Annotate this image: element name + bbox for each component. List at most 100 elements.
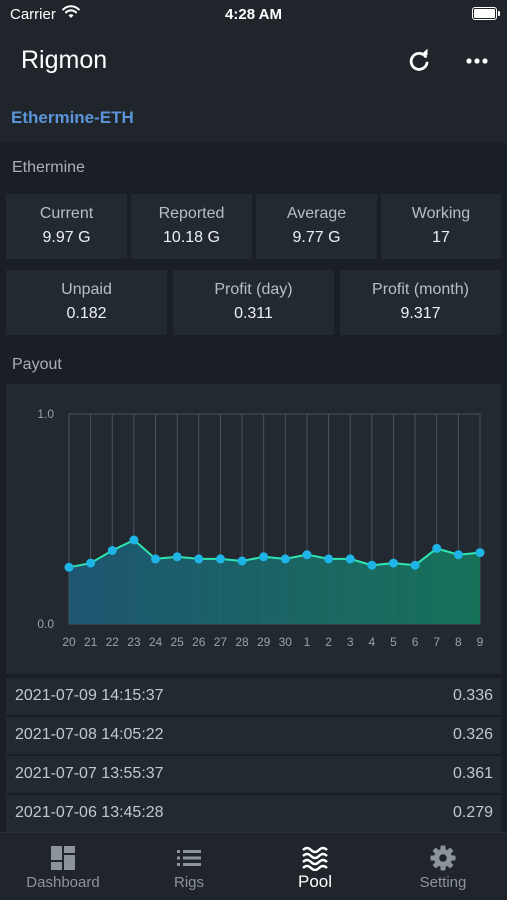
stat-card-average: Average 9.77 G [256,194,377,259]
more-button[interactable] [462,46,492,76]
x-tick-label: 4 [368,635,375,649]
tab-bar: Dashboard Rigs Pool [0,832,507,900]
x-tick-label: 7 [433,635,440,649]
tab-pool[interactable]: Pool [252,833,378,900]
tab-label: Pool [297,872,333,891]
chart-point [475,548,485,558]
stat-label: Reported [158,205,225,222]
x-tick-label: 2 [325,635,332,649]
x-tick-label: 24 [149,635,163,649]
payout-row[interactable]: 2021-07-08 14:05:22 0.326 [6,717,501,754]
chart-point [86,558,96,568]
x-tick-label: 9 [477,635,484,649]
stat-value: 0.311 [234,305,273,322]
stat-card-profit-day: Profit (day) 0.311 [173,270,334,335]
stat-card-reported: Reported 10.18 G [131,194,252,259]
chart-area [69,540,480,624]
chart-point [129,535,139,545]
chart-point [302,550,312,560]
payout-amount: 0.336 [452,687,493,704]
carrier-label: Carrier [10,6,56,23]
x-tick-label: 30 [279,635,293,649]
chart-point [432,543,442,553]
status-bar: Carrier 4:28 AM [0,0,507,30]
stat-card-current: Current 9.97 G [6,194,127,259]
tab-setting[interactable]: Setting [380,833,506,900]
tab-label: Setting [419,874,467,891]
payout-date: 2021-07-07 13:55:37 [15,765,164,782]
list-icon [177,850,201,866]
stat-value: 0.182 [66,305,107,322]
stat-value: 9.77 G [292,229,341,246]
refresh-button[interactable] [404,46,434,76]
chart-point [410,560,420,570]
app-title: Rigmon [21,46,108,74]
stat-card-unpaid: Unpaid 0.182 [6,270,167,335]
chart-point [151,554,161,564]
payout-row[interactable]: 2021-07-07 13:55:37 0.361 [6,756,501,793]
x-tick-label: 8 [455,635,462,649]
x-tick-label: 21 [84,635,98,649]
x-tick-label: 26 [192,635,206,649]
x-tick-label: 3 [347,635,354,649]
stat-label: Profit (month) [372,281,469,298]
pool-selector: Ethermine-ETH [0,90,507,142]
chart-point [259,552,269,562]
stat-value: 17 [432,229,450,246]
stat-value: 9.317 [400,305,441,322]
stat-value: 9.97 G [42,229,91,246]
stat-card-working: Working 17 [381,194,501,259]
y-tick-label: 1.0 [37,407,54,421]
wifi-icon [62,5,80,18]
chart-point [367,560,377,570]
payout-date: 2021-07-09 14:15:37 [15,687,164,704]
payout-row[interactable]: 2021-07-06 13:45:28 0.279 [6,795,501,832]
x-tick-label: 25 [170,635,184,649]
payout-amount: 0.361 [452,765,493,782]
payout-amount: 0.279 [452,804,493,821]
chart-point [324,554,334,564]
x-tick-label: 23 [127,635,141,649]
payout-amount: 0.326 [452,726,493,743]
stat-label: Profit (day) [214,281,293,298]
clock: 4:28 AM [225,6,282,23]
x-tick-label: 29 [257,635,271,649]
chart-point [237,556,247,566]
x-tick-label: 5 [390,635,397,649]
payout-date: 2021-07-08 14:05:22 [15,726,164,743]
chart-point [280,554,290,564]
stat-value: 10.18 G [163,229,220,246]
navigation-bar: Rigmon [0,30,507,90]
payout-row[interactable]: 2021-07-09 14:15:37 0.336 [6,678,501,715]
payout-chart-svg: 1.00.020 21 22 23 24 25 26 27 28 29 30 1 2 3 4 5 6 7 8 9 [37,407,485,649]
tab-label: Rigs [173,874,204,891]
chart-point [107,546,117,555]
chart-point [388,558,398,568]
chart-point [172,552,182,562]
tab-label: Dashboard [26,874,100,891]
dashboard-icon [51,846,75,870]
stat-label: Working [411,205,471,222]
stat-label: Current [39,205,94,222]
ethermine-section-title: Ethermine [12,159,85,176]
x-tick-label: 27 [214,635,228,649]
more-icon [466,58,488,64]
battery-icon [472,7,500,20]
pool-tab-ethermine-eth[interactable]: Ethermine-ETH [11,108,134,127]
chart-point [64,562,74,572]
tab-rigs[interactable]: Rigs [126,833,252,900]
stat-label: Average [286,205,347,222]
stat-label: Unpaid [61,281,112,298]
x-tick-label: 1 [304,635,311,649]
gear-icon [430,845,456,871]
payout-chart: 1.0 0.0 20 21 22 23 24 25 26 27 28 29 30 1 2 3 4 5 6 7 8 9 [6,384,501,674]
tab-dashboard[interactable]: Dashboard [0,833,126,900]
chart-point [453,550,463,560]
x-tick-label: 28 [235,635,249,649]
chart-point [345,554,355,564]
x-tick-label: 6 [412,635,419,649]
stat-card-profit-month: Profit (month) 9.317 [340,270,501,335]
chart-point [194,554,204,564]
waves-icon [302,846,328,871]
refresh-icon [409,48,429,71]
